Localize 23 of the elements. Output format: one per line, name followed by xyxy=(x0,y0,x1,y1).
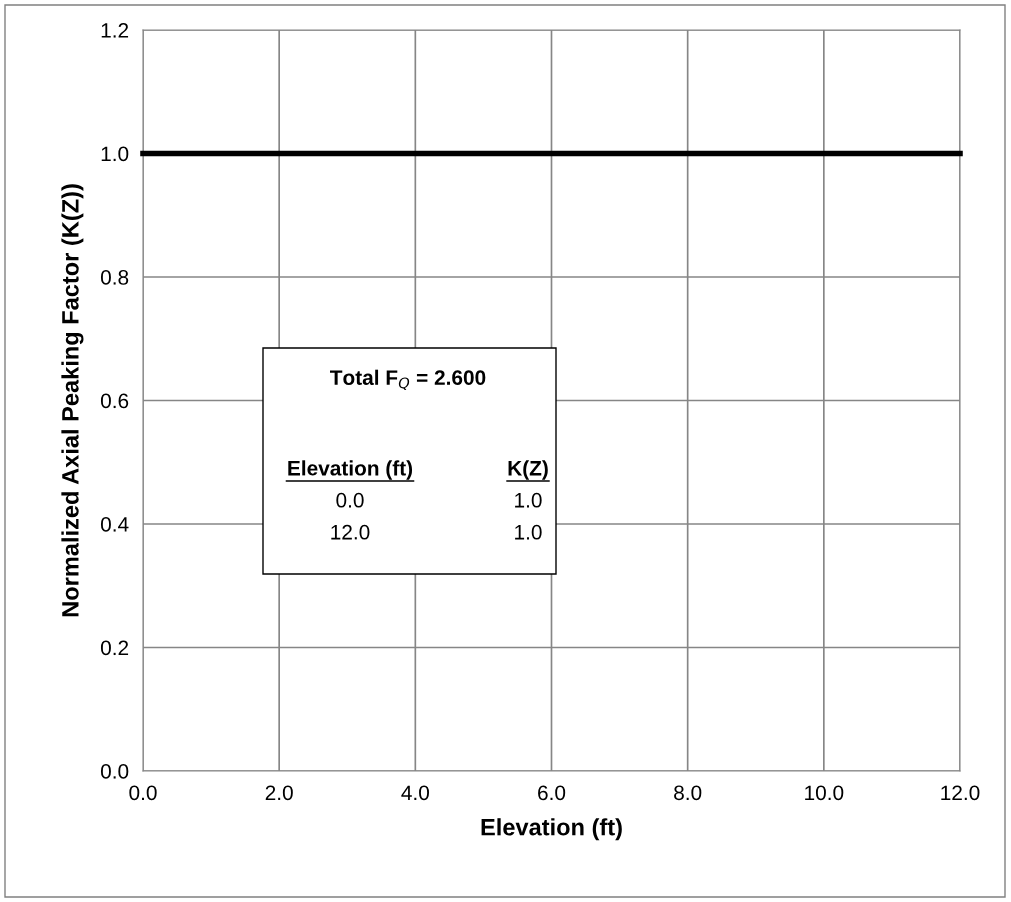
annotation: K(Z) xyxy=(508,460,548,480)
y-tick-label: 0.2 xyxy=(100,640,129,656)
x-tick-label: 0.0 xyxy=(129,785,157,801)
x-tick-label: 8.0 xyxy=(674,785,702,801)
x-tick-label: 12.0 xyxy=(941,785,980,801)
annotation: 1.0 xyxy=(515,492,542,508)
x-tick-label: 2.0 xyxy=(265,785,293,801)
y-tick-label: 0.8 xyxy=(100,270,129,285)
annotation: Total F$_{Q}$ = 2.600 xyxy=(330,369,486,391)
y-tick-label: 1.2 xyxy=(101,23,129,38)
y-tick-label: 0.6 xyxy=(100,393,129,409)
annotation: 1.0 xyxy=(515,524,542,540)
y-tick-label: 0.4 xyxy=(100,517,129,532)
x-tick-label: 10.0 xyxy=(805,785,844,801)
y-tick-label: 1.0 xyxy=(101,146,129,162)
annotation: 12.0 xyxy=(331,524,370,540)
y-axis-title: Normalized Axial Peaking Factor (K(Z)) xyxy=(61,184,84,617)
x-tick-label: 6.0 xyxy=(538,785,566,801)
x-tick-label: 4.0 xyxy=(401,785,429,801)
annotation: Elevation (ft) xyxy=(288,460,413,480)
x-axis-title: Elevation (ft) xyxy=(481,818,622,841)
annotation: 0.0 xyxy=(336,492,364,508)
y-tick-label: 0.0 xyxy=(100,764,129,779)
